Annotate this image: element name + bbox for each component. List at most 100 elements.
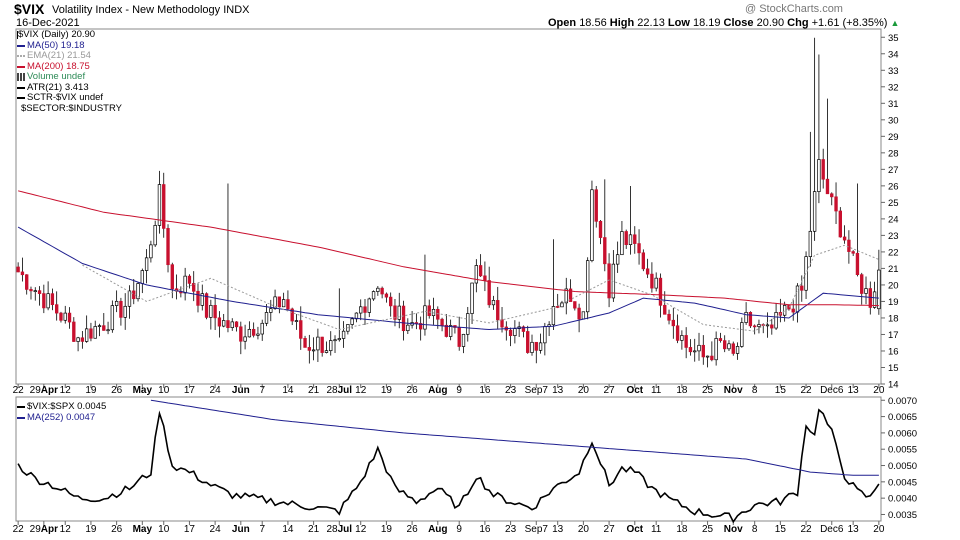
y-tick-label: 18 <box>888 313 899 324</box>
y-tick-label: 29 <box>888 132 899 143</box>
x-tick-label: 26 <box>407 385 419 396</box>
candle-body <box>658 277 663 306</box>
candle-body <box>25 274 29 290</box>
x-tick-label: 18 <box>676 524 688 535</box>
candle-body <box>757 324 761 327</box>
candle-body <box>153 225 157 246</box>
x-tick-label: 12 <box>60 385 72 396</box>
candle-body <box>55 304 59 314</box>
x-tick-label: 19 <box>85 524 97 535</box>
x-tick-label: 18 <box>676 385 688 396</box>
ratio-panel: 0.0035 0.0040 0.0045 0.0050 0.0055 0.0060 0.00… <box>13 396 917 535</box>
legend-label: EMA(21) 21.54 <box>27 50 91 61</box>
y-tick-label: 27 <box>888 165 899 176</box>
y-tick-label: 0.0055 <box>888 445 917 456</box>
candle-body <box>470 282 474 314</box>
candle-body <box>192 283 196 292</box>
legend-label: MA(200) 18.75 <box>27 60 90 72</box>
candle-body <box>260 322 264 335</box>
x-tick-label: 12 <box>60 524 72 535</box>
candle-body <box>376 287 380 292</box>
candle-body <box>67 312 72 323</box>
candle-body <box>423 305 427 330</box>
candle-body <box>615 254 620 265</box>
candle-body <box>93 326 97 339</box>
x-tick-label: May <box>133 385 153 396</box>
y-tick-label: 23 <box>888 231 899 242</box>
stockcharts-watermark: @ StockCharts.com <box>745 3 843 15</box>
y-tick-label: 19 <box>888 297 899 308</box>
ratio-legend-item: MA(252) 0.0047 <box>17 412 106 424</box>
candle-body <box>628 234 633 245</box>
y-tick-label: 35 <box>888 33 899 44</box>
candle-body <box>63 312 67 321</box>
close-label: Close <box>723 17 754 29</box>
candle-body <box>333 339 337 342</box>
candle-body <box>466 313 470 335</box>
x-tick-label: 16 <box>479 385 491 396</box>
x-tick-label: 7 <box>259 524 265 535</box>
candle-body <box>791 308 795 313</box>
x-tick-label: 11 <box>651 524 662 535</box>
candle-body <box>521 326 526 332</box>
x-tick-label: 19 <box>381 524 393 535</box>
legend-swatch <box>17 97 25 100</box>
candle-body <box>157 184 162 226</box>
y-tick-label: 0.0035 <box>888 510 917 521</box>
candle-body <box>487 280 491 306</box>
low-label: Low <box>667 17 690 29</box>
candle-body <box>80 337 85 342</box>
candle-body <box>401 305 406 332</box>
candle-body <box>316 336 320 351</box>
x-tick-label: 26 <box>111 385 123 396</box>
candle-body <box>222 320 226 327</box>
candle-body <box>538 342 543 351</box>
y-tick-label: 32 <box>888 82 899 93</box>
x-tick-label: 19 <box>85 385 97 396</box>
candle-body <box>187 275 192 284</box>
x-tick-label: Oct <box>626 385 643 396</box>
x-tick-label: 20 <box>578 385 590 396</box>
candle-body <box>213 305 217 319</box>
y-tick-label: 24 <box>888 214 899 225</box>
x-tick-label: 21 <box>308 385 320 396</box>
x-tick-label: 21 <box>308 524 320 535</box>
legend-swatch <box>17 55 25 58</box>
candle-body <box>624 231 628 245</box>
y-tick-label: 0.0050 <box>888 461 917 472</box>
y-tick-label: 34 <box>888 49 899 60</box>
candle-body <box>243 336 247 342</box>
candle-body <box>808 230 813 257</box>
candle-body <box>389 296 393 307</box>
candle-body <box>89 328 93 339</box>
candle-body <box>144 257 149 271</box>
price-legend-item: $SECTOR:$INDUSTRY <box>17 103 122 115</box>
x-tick-label: 22 <box>800 524 812 535</box>
candle-body <box>560 302 564 308</box>
candle-body <box>37 290 42 294</box>
x-tick-label: 28Jul <box>327 385 353 396</box>
price-legend-item: MA(50) 19.18 <box>17 40 122 52</box>
candle-body <box>534 341 538 351</box>
candle-body <box>234 321 239 328</box>
legend-swatch <box>17 406 25 409</box>
y-tick-label: 31 <box>888 99 899 110</box>
candle-body <box>97 325 102 328</box>
x-tick-label: Sep7 <box>525 524 549 535</box>
candle-body <box>864 288 868 294</box>
candle-body <box>577 307 581 320</box>
candle-body <box>568 288 573 302</box>
candle-body <box>680 335 684 341</box>
x-tick-label: 22 <box>13 524 25 535</box>
ma200-line <box>17 190 879 307</box>
candle-body <box>735 346 740 354</box>
x-tick-label: 20 <box>578 524 590 535</box>
ma50-line <box>17 226 879 331</box>
vix-spx-ratio-line <box>17 408 880 524</box>
candle-body <box>273 296 277 309</box>
candle-body <box>102 325 106 331</box>
candle-body <box>830 193 834 198</box>
y-tick-label: 16 <box>888 346 899 357</box>
x-tick-label: 14 <box>282 385 294 396</box>
